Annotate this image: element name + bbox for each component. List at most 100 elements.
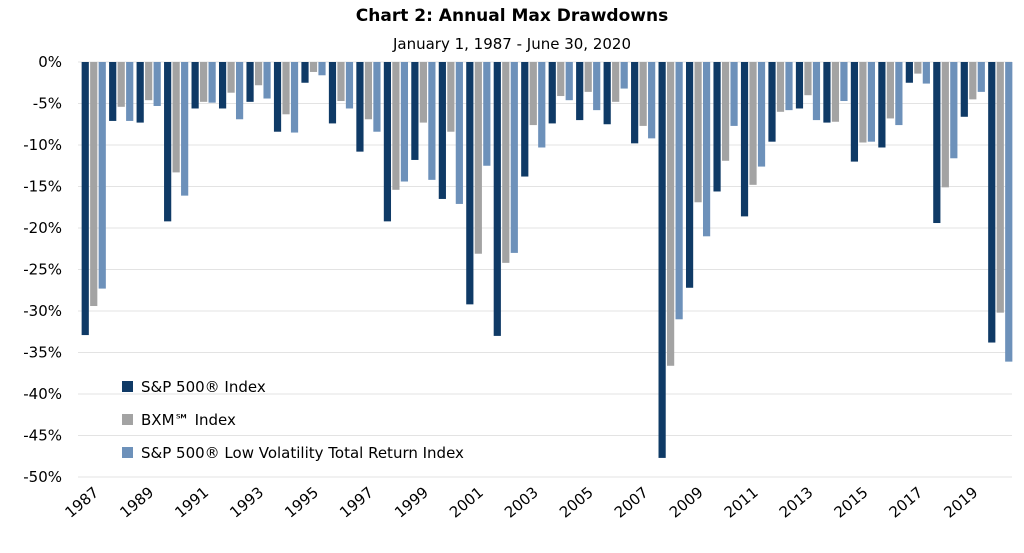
bar bbox=[648, 62, 656, 139]
bar bbox=[557, 62, 565, 97]
bars bbox=[81, 62, 1013, 458]
bar bbox=[126, 62, 134, 121]
bar bbox=[521, 62, 529, 177]
bar bbox=[172, 62, 180, 173]
legend-item-sp500: S&P 500® Index bbox=[122, 370, 562, 403]
chart-subtitle: January 1, 1987 - June 30, 2020 bbox=[392, 35, 632, 53]
y-tick-label: -40% bbox=[23, 385, 62, 403]
legend-swatch-bxm bbox=[122, 414, 133, 425]
bar bbox=[337, 62, 345, 102]
y-tick-label: -5% bbox=[33, 95, 62, 113]
bar bbox=[282, 62, 290, 115]
bar bbox=[593, 62, 601, 111]
bar bbox=[136, 62, 144, 123]
bar bbox=[145, 62, 153, 101]
bar bbox=[823, 62, 831, 123]
bar bbox=[612, 62, 620, 102]
bar bbox=[639, 62, 647, 126]
bar bbox=[301, 62, 309, 83]
bar bbox=[200, 62, 208, 102]
bar bbox=[922, 62, 930, 84]
x-tick-label: 1991 bbox=[171, 483, 212, 521]
x-tick-label: 2013 bbox=[776, 483, 817, 521]
x-axis-ticks: 1987 1989 1991 1993 1995 1997 1999 2001 2003 2005… bbox=[61, 483, 981, 521]
bar bbox=[474, 62, 482, 254]
bar bbox=[466, 62, 474, 305]
y-tick-label: -15% bbox=[23, 178, 62, 196]
bar bbox=[90, 62, 98, 307]
bar bbox=[548, 62, 556, 124]
bar bbox=[246, 62, 254, 102]
y-tick-label: -25% bbox=[23, 261, 62, 279]
x-tick-label: 1987 bbox=[61, 483, 102, 521]
bar bbox=[658, 62, 666, 458]
y-tick-label: -45% bbox=[23, 427, 62, 445]
legend-swatch-lowvol bbox=[122, 447, 133, 458]
bar bbox=[318, 62, 326, 76]
x-tick-label: 1993 bbox=[226, 483, 267, 521]
bar bbox=[328, 62, 337, 124]
bar bbox=[757, 62, 766, 167]
bar bbox=[996, 62, 1004, 313]
bar bbox=[1005, 62, 1013, 362]
y-tick-label: 0% bbox=[38, 53, 62, 71]
bar bbox=[740, 62, 749, 217]
x-tick-label: 2001 bbox=[446, 483, 487, 521]
bar bbox=[620, 62, 628, 89]
bar bbox=[383, 62, 392, 222]
bar bbox=[941, 62, 949, 188]
bar bbox=[702, 62, 711, 237]
bar bbox=[109, 62, 117, 121]
x-tick-label: 1999 bbox=[391, 483, 432, 521]
bar bbox=[392, 62, 400, 190]
x-tick-label: 2019 bbox=[941, 483, 982, 521]
bar bbox=[721, 62, 730, 161]
bar bbox=[804, 62, 812, 96]
bar bbox=[905, 62, 913, 83]
bar bbox=[914, 62, 922, 74]
x-tick-label: 2015 bbox=[831, 483, 872, 521]
bar bbox=[493, 62, 501, 336]
bar bbox=[218, 62, 227, 109]
legend-item-lowvol: S&P 500® Low Volatility Total Return Ind… bbox=[122, 436, 562, 469]
bar bbox=[785, 62, 793, 111]
x-tick-label: 1989 bbox=[116, 483, 157, 521]
legend-label-bxm: BXM℠ Index bbox=[141, 410, 236, 429]
bar bbox=[831, 62, 840, 122]
chart-title: Chart 2: Annual Max Drawdowns bbox=[355, 6, 669, 26]
bar bbox=[419, 62, 427, 123]
bar bbox=[584, 62, 592, 92]
bar bbox=[273, 62, 282, 132]
bar bbox=[795, 62, 804, 109]
bar bbox=[859, 62, 867, 143]
bar bbox=[675, 62, 683, 320]
y-tick-label: -30% bbox=[23, 302, 62, 320]
bar bbox=[428, 62, 436, 180]
bar bbox=[153, 62, 161, 106]
bar bbox=[685, 62, 694, 288]
bar bbox=[164, 62, 172, 222]
x-tick-label: 2011 bbox=[721, 483, 762, 521]
bar bbox=[510, 62, 518, 253]
x-tick-label: 2017 bbox=[886, 483, 927, 521]
x-tick-label: 2005 bbox=[556, 483, 597, 521]
bar bbox=[227, 62, 235, 93]
bar bbox=[98, 62, 106, 289]
bar bbox=[345, 62, 354, 109]
bar bbox=[713, 62, 721, 192]
bar bbox=[631, 62, 639, 144]
bar bbox=[411, 62, 419, 160]
bar bbox=[812, 62, 821, 121]
x-tick-label: 1997 bbox=[336, 483, 377, 521]
bar bbox=[950, 62, 958, 159]
bar bbox=[191, 62, 199, 109]
bar bbox=[667, 62, 675, 366]
legend: S&P 500® Index BXM℠ Index S&P 500® Low V… bbox=[122, 370, 562, 469]
bar bbox=[81, 62, 89, 336]
bar bbox=[373, 62, 381, 132]
y-tick-label: -10% bbox=[23, 136, 62, 154]
y-tick-label: -20% bbox=[23, 219, 62, 237]
bar bbox=[438, 62, 446, 199]
y-tick-label: -50% bbox=[23, 468, 62, 486]
